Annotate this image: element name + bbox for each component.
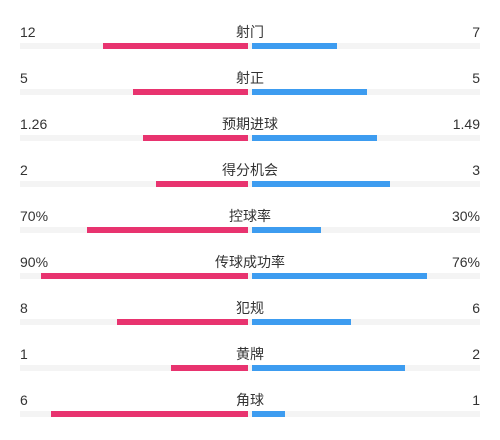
away-value: 5 [472, 70, 480, 86]
stat-label: 角球 [236, 392, 264, 408]
bar-track [20, 365, 480, 371]
away-bar [252, 43, 337, 49]
match-stats-list: 12 射门 7 5 射正 5 1.26 预期进球 1.49 2 得分机会 3 70% 控球率 30% 90% 传… [0, 12, 500, 426]
away-value: 2 [472, 346, 480, 362]
away-value: 6 [472, 300, 480, 316]
home-bar [103, 43, 248, 49]
away-bar [252, 365, 405, 371]
bar-track [20, 89, 480, 95]
stat-row: 70% 控球率 30% [0, 196, 500, 242]
bar-track [20, 43, 480, 49]
home-value: 5 [20, 70, 28, 86]
bar-track [20, 135, 480, 141]
away-value: 3 [472, 162, 480, 178]
home-value: 70% [20, 208, 49, 224]
stat-label: 传球成功率 [215, 254, 285, 270]
home-value: 1.26 [20, 116, 48, 132]
home-bar [51, 411, 248, 417]
stat-label: 犯规 [236, 300, 264, 316]
stat-label: 射正 [236, 70, 264, 86]
bar-track [20, 411, 480, 417]
away-bar [252, 411, 285, 417]
stat-row: 90% 传球成功率 76% [0, 242, 500, 288]
away-bar [252, 273, 427, 279]
away-value: 76% [451, 254, 480, 270]
home-value: 90% [20, 254, 49, 270]
bar-track [20, 319, 480, 325]
stat-row: 1 黄牌 2 [0, 334, 500, 380]
stat-label: 预期进球 [222, 116, 278, 132]
home-bar [117, 319, 248, 325]
bar-track [20, 273, 480, 279]
home-value: 12 [20, 24, 36, 40]
home-value: 1 [20, 346, 28, 362]
away-bar [252, 319, 351, 325]
stat-row: 1.26 预期进球 1.49 [0, 104, 500, 150]
home-bar [41, 273, 248, 279]
home-bar [156, 181, 248, 187]
home-value: 8 [20, 300, 28, 316]
away-bar [252, 89, 367, 95]
away-value: 30% [451, 208, 480, 224]
stat-label: 控球率 [229, 208, 271, 224]
away-bar [252, 181, 390, 187]
stat-row: 12 射门 7 [0, 12, 500, 58]
away-value: 7 [472, 24, 480, 40]
bar-track [20, 227, 480, 233]
away-bar [252, 227, 321, 233]
bar-track [20, 181, 480, 187]
stat-row: 6 角球 1 [0, 380, 500, 426]
home-bar [171, 365, 248, 371]
home-value: 2 [20, 162, 28, 178]
home-bar [133, 89, 248, 95]
home-bar [87, 227, 248, 233]
away-value: 1.49 [452, 116, 480, 132]
stat-row: 2 得分机会 3 [0, 150, 500, 196]
away-value: 1 [472, 392, 480, 408]
home-bar [143, 135, 248, 141]
stat-label: 黄牌 [236, 346, 264, 362]
home-value: 6 [20, 392, 28, 408]
stat-row: 8 犯规 6 [0, 288, 500, 334]
stat-row: 5 射正 5 [0, 58, 500, 104]
away-bar [252, 135, 377, 141]
stat-label: 射门 [236, 24, 264, 40]
stat-label: 得分机会 [222, 162, 278, 178]
